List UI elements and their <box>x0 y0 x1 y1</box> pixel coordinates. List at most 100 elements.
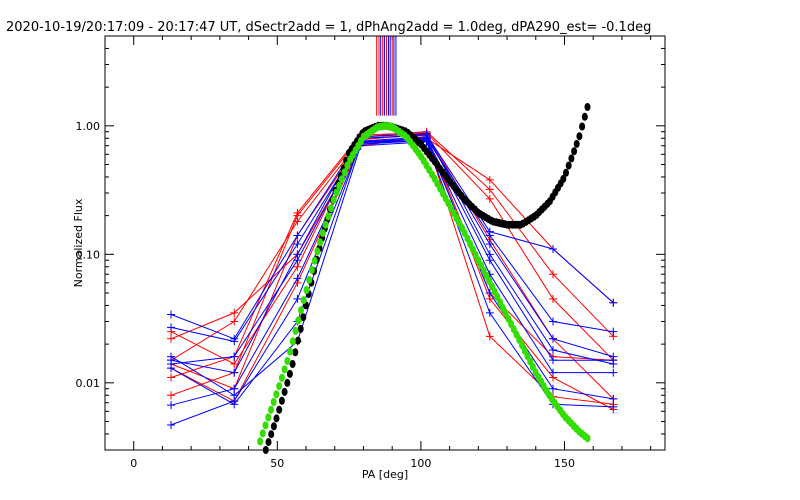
model-point <box>270 398 277 406</box>
vertical-markers <box>376 36 397 116</box>
model-curves <box>257 103 591 454</box>
data-point <box>167 356 176 365</box>
model-point <box>273 414 280 423</box>
data-point <box>609 368 618 377</box>
model-point <box>573 139 580 148</box>
model-point <box>560 174 567 183</box>
model-point <box>308 265 315 274</box>
data-point <box>230 317 239 326</box>
model-point <box>568 154 575 163</box>
data-point <box>485 185 494 194</box>
series-red-6 <box>167 131 618 369</box>
model-point <box>338 175 345 184</box>
model-point <box>262 421 269 430</box>
model-point <box>584 434 591 443</box>
model-point <box>311 256 318 265</box>
model-point <box>268 405 274 414</box>
data-point <box>422 129 431 138</box>
data-point <box>293 250 302 259</box>
model-point <box>333 188 340 197</box>
y-tick-label: 0.01 <box>76 377 101 390</box>
x-tick-label: 50 <box>270 457 284 470</box>
data-point <box>549 356 557 365</box>
data-point <box>230 360 239 369</box>
model-point <box>284 357 291 365</box>
data-point <box>293 231 302 240</box>
series-line <box>171 133 614 374</box>
model-point <box>276 405 283 414</box>
x-tick-label: 150 <box>554 457 575 470</box>
data-point <box>167 420 176 429</box>
model-point <box>579 122 586 131</box>
data-point <box>167 401 176 410</box>
model-point <box>565 161 572 170</box>
model-point <box>257 437 264 446</box>
model-point <box>317 238 324 247</box>
data-point <box>167 310 176 319</box>
model-point <box>300 313 307 322</box>
x-axis-label: PA [deg] <box>362 468 408 481</box>
data-point <box>293 208 302 217</box>
data-point <box>230 337 239 346</box>
y-tick-label: 1.00 <box>76 120 101 133</box>
model-point <box>344 161 351 170</box>
data-point <box>609 360 618 369</box>
data-point <box>549 346 557 355</box>
data-point <box>485 308 494 317</box>
model-point <box>276 382 283 391</box>
series-line <box>170 131 614 396</box>
model-point <box>287 347 294 356</box>
data-point <box>609 298 618 307</box>
model-point <box>259 429 266 438</box>
series-line <box>170 140 614 405</box>
data-point <box>167 391 176 400</box>
model-point <box>281 387 288 396</box>
model-point <box>278 373 285 382</box>
chart-title: 2020-10-19/20:17:09 - 20:17:47 UT, dSect… <box>6 20 651 35</box>
model-point <box>571 147 578 156</box>
model-point <box>300 296 307 305</box>
data-point <box>167 364 176 373</box>
series-line <box>170 138 614 406</box>
plot-frame <box>104 35 666 451</box>
data-point <box>549 334 557 343</box>
model-point <box>322 220 329 229</box>
series-line <box>170 136 614 410</box>
model-point <box>265 438 272 447</box>
model-point <box>314 247 321 256</box>
model-point <box>281 365 288 374</box>
series-blue-2 <box>167 134 618 346</box>
model-green-fit <box>257 121 591 446</box>
data-point <box>485 175 494 184</box>
y-axis-label: Normalized Flux <box>72 198 85 287</box>
data-point <box>293 217 302 226</box>
model-point <box>295 336 301 345</box>
data-point <box>485 240 494 249</box>
data-point <box>549 294 557 303</box>
model-point <box>306 275 313 284</box>
data-point <box>485 194 494 203</box>
model-point <box>273 390 280 399</box>
model-point <box>330 195 337 204</box>
model-point <box>576 132 583 141</box>
data-series <box>167 127 618 429</box>
data-point <box>549 368 557 377</box>
model-point <box>265 413 272 422</box>
model-point <box>297 324 304 333</box>
model-point <box>341 168 348 177</box>
model-point <box>278 396 285 405</box>
data-point <box>549 384 557 393</box>
model-point <box>289 360 296 368</box>
data-point <box>230 308 239 317</box>
model-point <box>298 306 304 315</box>
model-point <box>286 369 293 378</box>
data-point <box>549 270 557 279</box>
series-line <box>170 132 614 378</box>
model-point <box>284 378 291 387</box>
data-point <box>230 391 239 400</box>
model-point <box>584 103 591 111</box>
data-point <box>609 327 618 336</box>
model-point <box>328 204 334 213</box>
model-point <box>325 212 332 221</box>
